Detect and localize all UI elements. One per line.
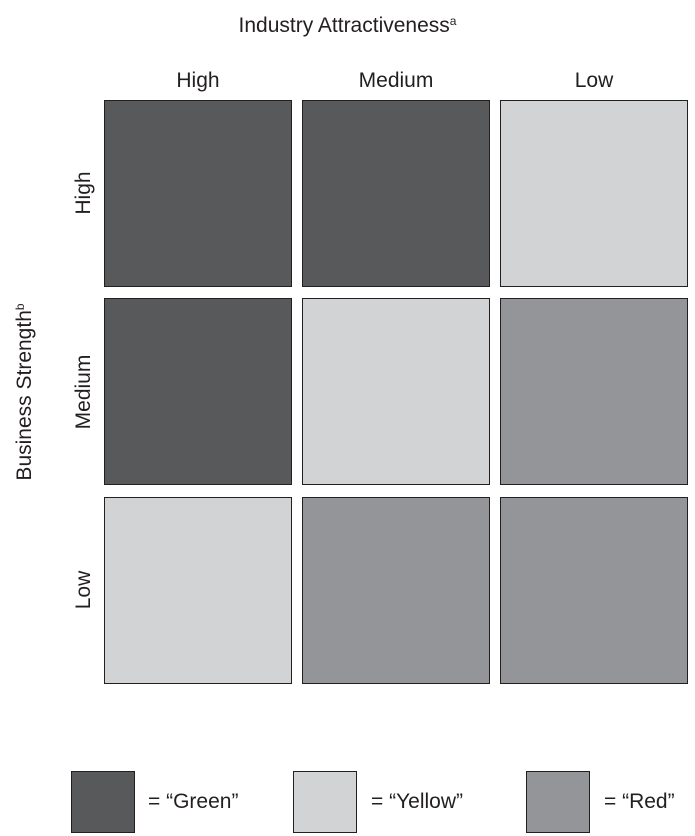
row-title-text: Business Strength bbox=[13, 310, 36, 481]
row-label-low: Low bbox=[72, 570, 95, 610]
legend-swatch-green bbox=[71, 771, 135, 833]
cell-low-strength-high-attractiveness bbox=[104, 497, 292, 684]
column-title-text: Industry Attractiveness bbox=[238, 14, 450, 37]
legend-label-red: = “Red” bbox=[604, 790, 675, 813]
row-label-medium: Medium bbox=[72, 354, 95, 430]
cell-medium-strength-high-attractiveness bbox=[104, 298, 292, 485]
row-label-high: High bbox=[72, 171, 95, 215]
column-label-low: Low bbox=[574, 69, 614, 92]
cell-low-strength-medium-attractiveness bbox=[302, 497, 490, 684]
column-title-footnote-marker: a bbox=[449, 14, 457, 28]
legend-label-green: = “Green” bbox=[148, 790, 239, 813]
column-label-medium: Medium bbox=[358, 69, 434, 92]
legend-swatch-yellow bbox=[293, 771, 357, 833]
cell-high-strength-low-attractiveness bbox=[500, 100, 688, 287]
cell-high-strength-medium-attractiveness bbox=[302, 100, 490, 287]
industry-attractiveness-title: Industry Attractivenessa bbox=[0, 8, 695, 39]
cell-high-strength-high-attractiveness bbox=[104, 100, 292, 287]
business-strength-title: Business Strengthb bbox=[7, 262, 36, 522]
cell-medium-strength-low-attractiveness bbox=[500, 298, 688, 485]
row-title-footnote-marker: b bbox=[13, 303, 27, 311]
column-label-high: High bbox=[176, 69, 220, 92]
cell-medium-strength-medium-attractiveness bbox=[302, 298, 490, 485]
cell-low-strength-low-attractiveness bbox=[500, 497, 688, 684]
legend-swatch-red bbox=[526, 771, 590, 833]
legend-label-yellow: = “Yellow” bbox=[371, 790, 464, 813]
